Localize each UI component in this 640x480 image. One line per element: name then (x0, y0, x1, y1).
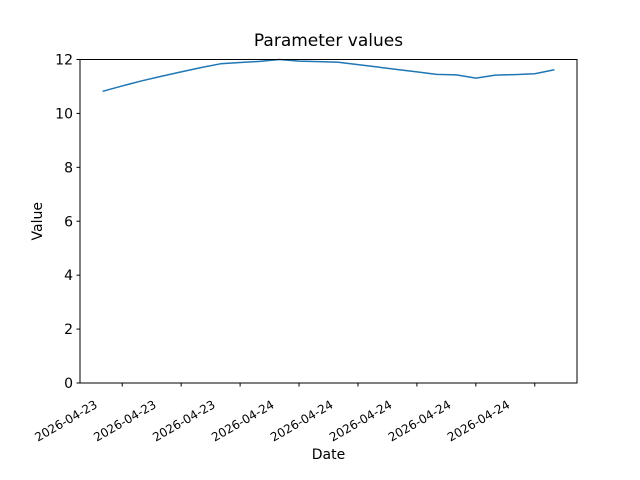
y-axis-label: Value (30, 202, 46, 240)
y-tick-label: 2 (64, 322, 73, 338)
y-tick-label: 4 (64, 268, 73, 284)
x-axis-label: Date (312, 447, 345, 463)
y-tick-label: 12 (55, 53, 73, 69)
y-tick-label: 10 (55, 106, 73, 122)
y-tick-label: 8 (64, 160, 73, 176)
series-line-parameter-values (102, 58, 555, 93)
axes-frame (79, 59, 578, 384)
y-axis-ticks: 0 2 4 6 8 10 12 (55, 53, 80, 392)
plot-area (80, 59, 577, 383)
y-tick-label: 6 (64, 214, 73, 230)
chart-title: Parameter values (254, 31, 403, 51)
y-tick-label: 0 (64, 376, 73, 392)
